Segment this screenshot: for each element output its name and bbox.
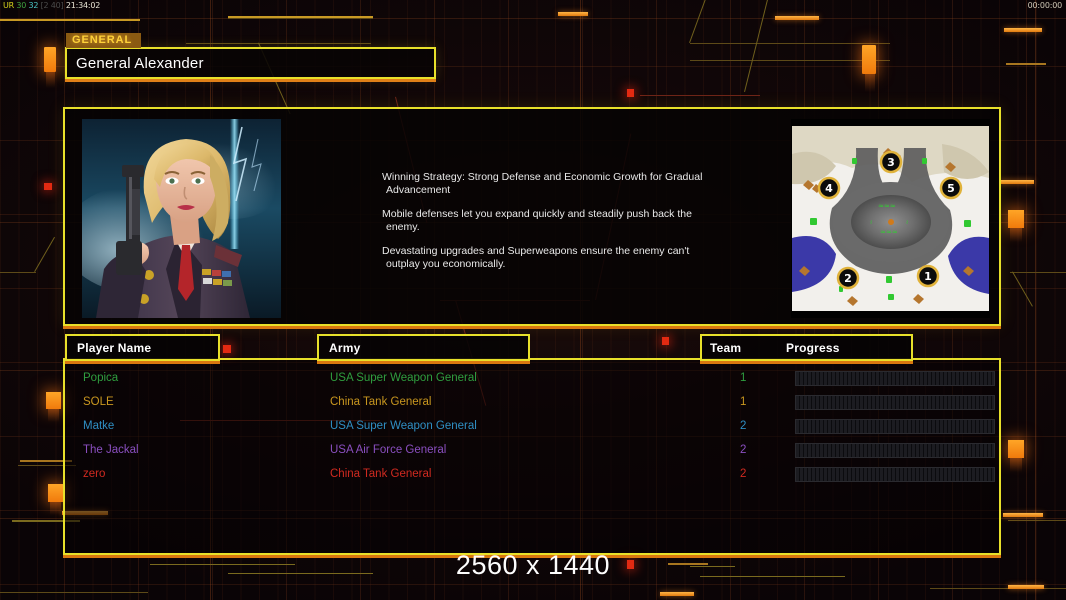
svg-text:≀: ≀ xyxy=(870,219,872,226)
hud-stat-dim: [2 40] xyxy=(40,1,64,10)
minimap-image[interactable]: ≈≈≈ ≈≈≈ ≀ ≀ xyxy=(792,126,989,311)
hud-stats: UR 30 32 [2 40] 21:34:02 xyxy=(3,1,100,11)
column-header-army-label: Army xyxy=(329,340,361,355)
strategy-line-3: Devastating upgrades and Superweapons en… xyxy=(382,245,690,270)
hud-clock: 21:34:02 xyxy=(65,1,101,10)
player-army-cell: USA Air Force General xyxy=(330,444,447,456)
column-header-army: Army xyxy=(317,334,530,361)
hud-fps-label: UR xyxy=(3,1,15,10)
player-progress-bar xyxy=(795,394,995,410)
svg-text:≈≈≈: ≈≈≈ xyxy=(880,228,898,236)
player-army-cell: China Tank General xyxy=(330,468,432,480)
table-row[interactable]: Popica USA Super Weapon General 1 xyxy=(65,366,999,390)
player-team-cell: 2 xyxy=(740,468,747,480)
general-name-value: General Alexander xyxy=(76,54,204,72)
column-header-team-progress: Team Progress xyxy=(700,334,913,361)
minimap-spawn-markers: 1 2 3 4 5 xyxy=(817,150,963,290)
column-header-player-name-label: Player Name xyxy=(77,340,152,355)
column-header-progress-label: Progress xyxy=(786,341,840,355)
hud-stat-1: 30 xyxy=(16,1,27,10)
svg-text:4: 4 xyxy=(825,182,833,195)
table-row[interactable]: SOLE China Tank General 1 xyxy=(65,390,999,414)
player-army-cell: China Tank General xyxy=(330,396,432,408)
svg-text:≀: ≀ xyxy=(906,219,908,226)
strategy-line-1: Winning Strategy: Strong Defense and Eco… xyxy=(382,171,703,196)
hud-stat-2: 32 xyxy=(28,1,39,10)
table-row[interactable]: The Jackal USA Air Force General 2 xyxy=(65,438,999,462)
player-team-cell: 2 xyxy=(740,444,747,456)
player-army-cell: USA Super Weapon General xyxy=(330,420,477,432)
player-team-cell: 1 xyxy=(740,372,747,384)
player-team-cell: 1 xyxy=(740,396,747,408)
svg-text:1: 1 xyxy=(924,270,932,283)
player-name-cell: SOLE xyxy=(83,396,114,408)
svg-text:3: 3 xyxy=(887,156,895,169)
column-header-team-label: Team xyxy=(710,341,742,355)
svg-text:5: 5 xyxy=(947,182,955,195)
minimap-frame: ≈≈≈ ≈≈≈ ≀ ≀ xyxy=(791,119,990,318)
strategy-line-2: Mobile defenses let you expand quickly a… xyxy=(382,208,692,233)
player-name-cell: Popica xyxy=(83,372,119,384)
player-progress-bar xyxy=(795,442,995,458)
svg-text:2: 2 xyxy=(844,272,852,285)
player-name-cell: The Jackal xyxy=(83,444,139,456)
table-row[interactable]: Matke USA Super Weapon General 2 xyxy=(65,414,999,438)
player-name-cell: Matke xyxy=(83,420,115,432)
general-portrait xyxy=(82,119,281,318)
player-progress-bar xyxy=(795,466,995,482)
player-progress-bar xyxy=(795,418,995,434)
player-list-panel: Popica USA Super Weapon General 1 SOLE China… xyxy=(63,358,1001,555)
resolution-watermark: 2560 x 1440 xyxy=(455,550,611,580)
table-row[interactable]: zero China Tank General 2 xyxy=(65,462,999,486)
svg-text:≈≈≈: ≈≈≈ xyxy=(878,202,896,210)
hud-timer: 00:00:00 xyxy=(1027,1,1063,10)
strategy-description: Winning Strategy: Strong Defense and Eco… xyxy=(382,171,722,271)
general-name-field[interactable]: General Alexander xyxy=(65,47,436,79)
general-info-panel: Winning Strategy: Strong Defense and Eco… xyxy=(63,107,1001,326)
player-army-cell: USA Super Weapon General xyxy=(330,372,477,384)
player-team-cell: 2 xyxy=(740,420,747,432)
player-name-cell: zero xyxy=(83,468,106,480)
general-tab-label: GENERAL xyxy=(66,33,142,48)
player-progress-bar xyxy=(795,370,995,386)
column-header-player-name: Player Name xyxy=(65,334,220,361)
